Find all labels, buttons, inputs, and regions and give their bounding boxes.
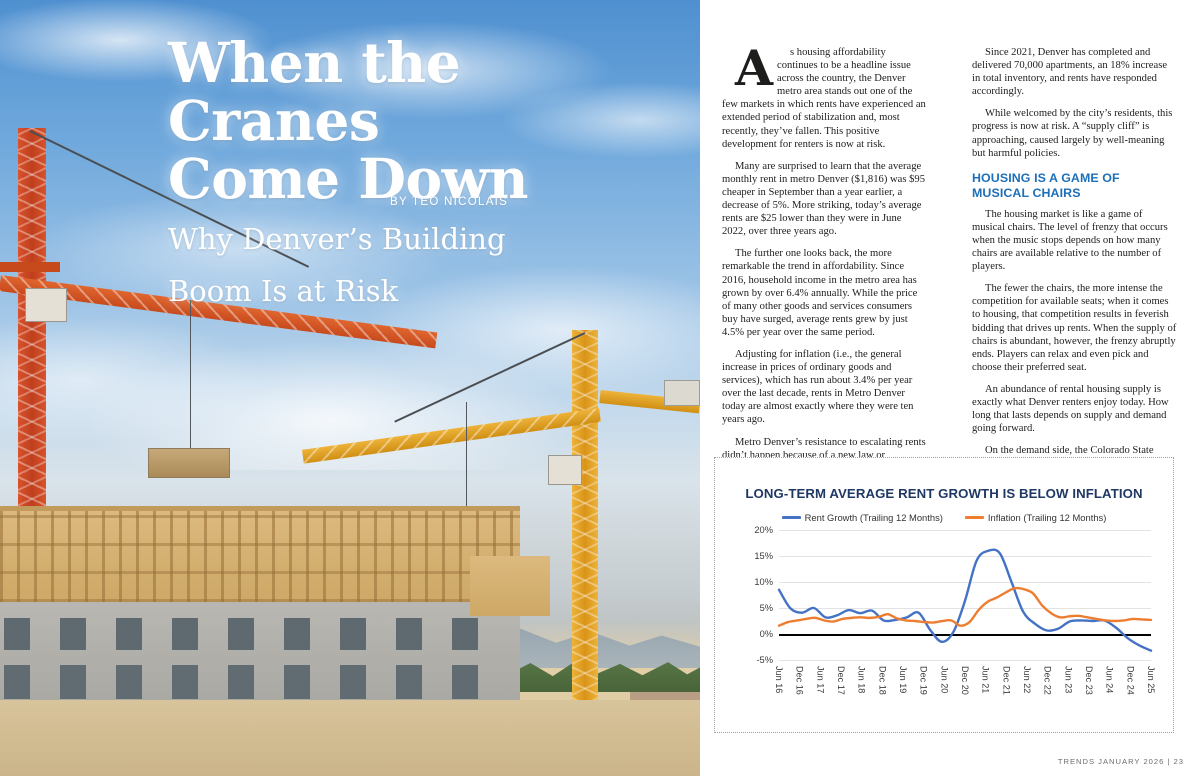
subhead-line-2: Boom Is at Risk — [168, 274, 399, 308]
chart-x-tick-label: Jun 18 — [856, 666, 867, 694]
paragraph: While welcomed by the city’s residents, … — [972, 108, 1173, 159]
column-right: Since 2021, Denver has completed and del… — [972, 46, 1177, 506]
chart-title: LONG-TERM AVERAGE RENT GROWTH IS BELOW I… — [745, 486, 1143, 501]
chart-x-tick-label: Jun 25 — [1146, 666, 1156, 694]
hero-title-block: When the Cranes Come Down Why Denver’s B… — [168, 34, 688, 312]
chart-x-tick-label: Dec 16 — [794, 666, 805, 695]
building-roof-edge — [0, 506, 520, 511]
chart-x-tick-label: Jun 19 — [898, 666, 908, 694]
crane-counter-jib-left — [0, 262, 60, 272]
paragraph: Many are surprised to learn that the ave… — [722, 160, 926, 238]
chart-series-line — [777, 548, 1153, 652]
crane-cable-right — [466, 402, 467, 506]
headline-line-2: Come Down — [168, 146, 529, 211]
paragraph-text: s housing affordability continues to be … — [722, 47, 926, 150]
chart-gridline — [779, 608, 1151, 609]
chart-x-tick-label: Jun 22 — [1022, 666, 1032, 694]
paragraph: The further one looks back, the more rem… — [722, 248, 918, 338]
crane-mast-right-lattice — [572, 330, 598, 730]
legend-swatch-icon — [964, 516, 984, 519]
hero-photograph: When the Cranes Come Down Why Denver’s B… — [0, 0, 700, 776]
chart-x-tick-label: Jun 21 — [980, 666, 991, 694]
chart-legend: Rent Growth (Trailing 12 Months) Inflati… — [715, 512, 1173, 523]
building-windows-row2 — [4, 665, 504, 699]
building-wood-plates — [0, 510, 520, 602]
chart-x-tick-label: Jun 17 — [815, 666, 826, 694]
paragraph: An abundance of rental housing supply is… — [972, 383, 1169, 435]
chart-zero-axis — [779, 634, 1151, 636]
building-secondary-frame — [470, 556, 550, 616]
chart-y-tick-label: 15% — [754, 551, 773, 561]
chart-x-tick-label: Dec 24 — [1125, 666, 1136, 695]
site-ground — [0, 700, 700, 776]
chart-x-tick-label: Jun 16 — [774, 666, 784, 694]
page-footer: TRENDS JANUARY 2026 | 23 — [1057, 757, 1184, 766]
chart-x-tick-label: Dec 21 — [1001, 666, 1012, 695]
chart-x-tick-label: Dec 22 — [1042, 666, 1053, 695]
chart-x-tick-label: Dec 20 — [960, 666, 970, 695]
legend-item-inflation: Inflation (Trailing 12 Months) — [964, 512, 1107, 523]
chart-y-tick-label: 20% — [754, 525, 773, 535]
crane-trolley-box-right — [664, 380, 700, 406]
chart-plot-area: 20% 15% 10% 5% 0% -5% Jun 16 Dec 16 Jun 17 Dec 17… — [754, 525, 1156, 695]
chart-series-line — [777, 586, 1153, 627]
chart-gridline — [779, 582, 1151, 583]
chart-x-tick-label: Dec 17 — [836, 666, 846, 695]
chart-y-tick-label: -5% — [756, 655, 773, 665]
paragraph: The fewer the chairs, the more intense t… — [972, 283, 1177, 373]
legend-swatch-icon — [781, 516, 801, 519]
chart-gridline — [779, 660, 1151, 661]
chart-x-tick-label: Jun 23 — [1063, 666, 1074, 694]
section-heading: HOUSING IS A GAME OF MUSICAL CHAIRS — [972, 170, 1120, 200]
chart-x-tick-label: Jun 24 — [1104, 666, 1115, 694]
chart-x-tick-label: Dec 18 — [877, 666, 888, 695]
suspended-wood-pallet — [148, 448, 230, 478]
crane-mast-right — [572, 330, 598, 730]
chart-y-tick-label: 0% — [759, 629, 773, 639]
building-wood-studs — [0, 510, 520, 602]
building-windows-row1 — [4, 618, 504, 650]
chart-x-tick-label: Jun 20 — [939, 666, 950, 694]
crane-cab-right — [548, 455, 582, 485]
drop-cap: A — [735, 39, 774, 97]
chart-gridline — [779, 530, 1151, 531]
paragraph: Adjusting for inflation (i.e., the gener… — [722, 348, 914, 426]
crane-cab-left — [25, 288, 67, 322]
legend-label: Rent Growth (Trailing 12 Months) — [804, 512, 943, 523]
chart-y-tick-label: 5% — [759, 603, 773, 613]
paragraph: The housing market is like a game of mus… — [972, 208, 1168, 273]
legend-label: Inflation (Trailing 12 Months) — [987, 512, 1107, 523]
subhead-line-1: Why Denver’s Building — [168, 222, 506, 256]
article-byline: BY TEO NICOLAIS — [390, 196, 509, 208]
headline-line-1: When the Cranes — [168, 30, 461, 153]
crane-cable-left — [190, 300, 191, 448]
chart-series-svg — [777, 548, 1153, 652]
chart-y-tick-label: 10% — [754, 577, 773, 587]
chart-x-tick-label: Dec 19 — [918, 666, 929, 695]
legend-item-rent-growth: Rent Growth (Trailing 12 Months) — [781, 512, 943, 523]
paragraph: Since 2021, Denver has completed and del… — [972, 47, 1168, 98]
chart-x-tick-label: Dec 23 — [1084, 666, 1094, 695]
chart-gridline — [779, 556, 1151, 557]
chart-container: LONG-TERM AVERAGE RENT GROWTH IS BELOW I… — [714, 457, 1174, 733]
